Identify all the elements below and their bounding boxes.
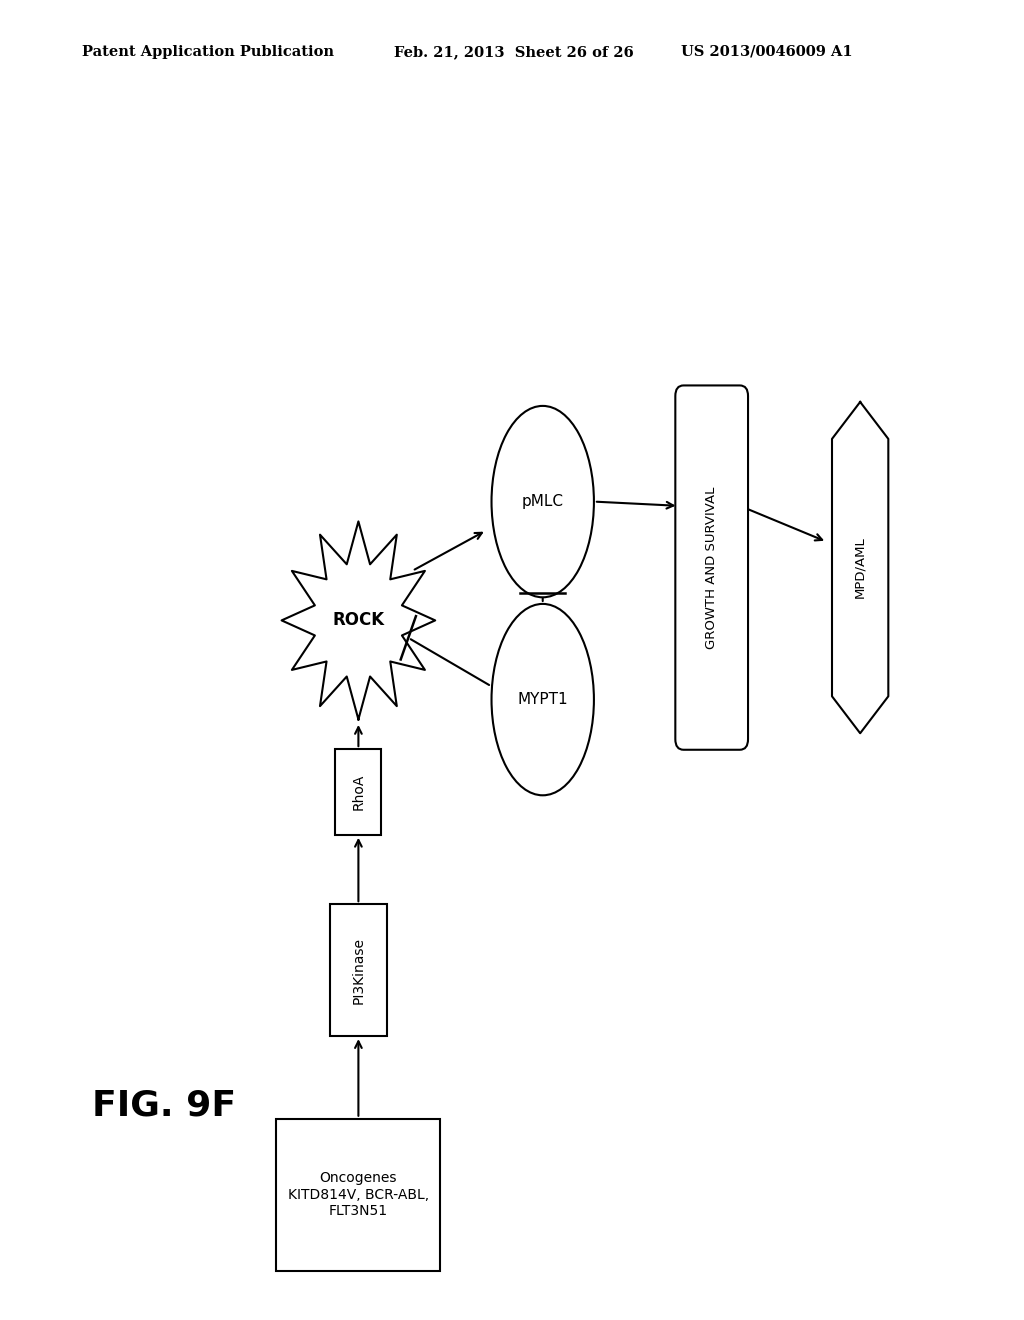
Ellipse shape (492, 407, 594, 597)
Text: Patent Application Publication: Patent Application Publication (82, 45, 334, 59)
Text: MPD/AML: MPD/AML (854, 537, 866, 598)
FancyBboxPatch shape (330, 904, 386, 1036)
Polygon shape (282, 521, 435, 719)
Text: MYPT1: MYPT1 (517, 692, 568, 708)
Text: Feb. 21, 2013  Sheet 26 of 26: Feb. 21, 2013 Sheet 26 of 26 (394, 45, 634, 59)
Text: FIG. 9F: FIG. 9F (92, 1089, 237, 1123)
Polygon shape (831, 401, 888, 734)
Text: US 2013/0046009 A1: US 2013/0046009 A1 (681, 45, 853, 59)
FancyBboxPatch shape (676, 385, 748, 750)
Text: ROCK: ROCK (333, 611, 384, 630)
Ellipse shape (492, 605, 594, 795)
Text: Oncogenes
KITD814V, BCR-ABL,
FLT3N51: Oncogenes KITD814V, BCR-ABL, FLT3N51 (288, 1171, 429, 1218)
Text: pMLC: pMLC (521, 494, 564, 510)
FancyBboxPatch shape (335, 748, 381, 834)
Text: RhoA: RhoA (351, 774, 366, 810)
Text: GROWTH AND SURVIVAL: GROWTH AND SURVIVAL (706, 486, 718, 649)
FancyBboxPatch shape (276, 1119, 440, 1270)
Text: PI3Kinase: PI3Kinase (351, 937, 366, 1003)
